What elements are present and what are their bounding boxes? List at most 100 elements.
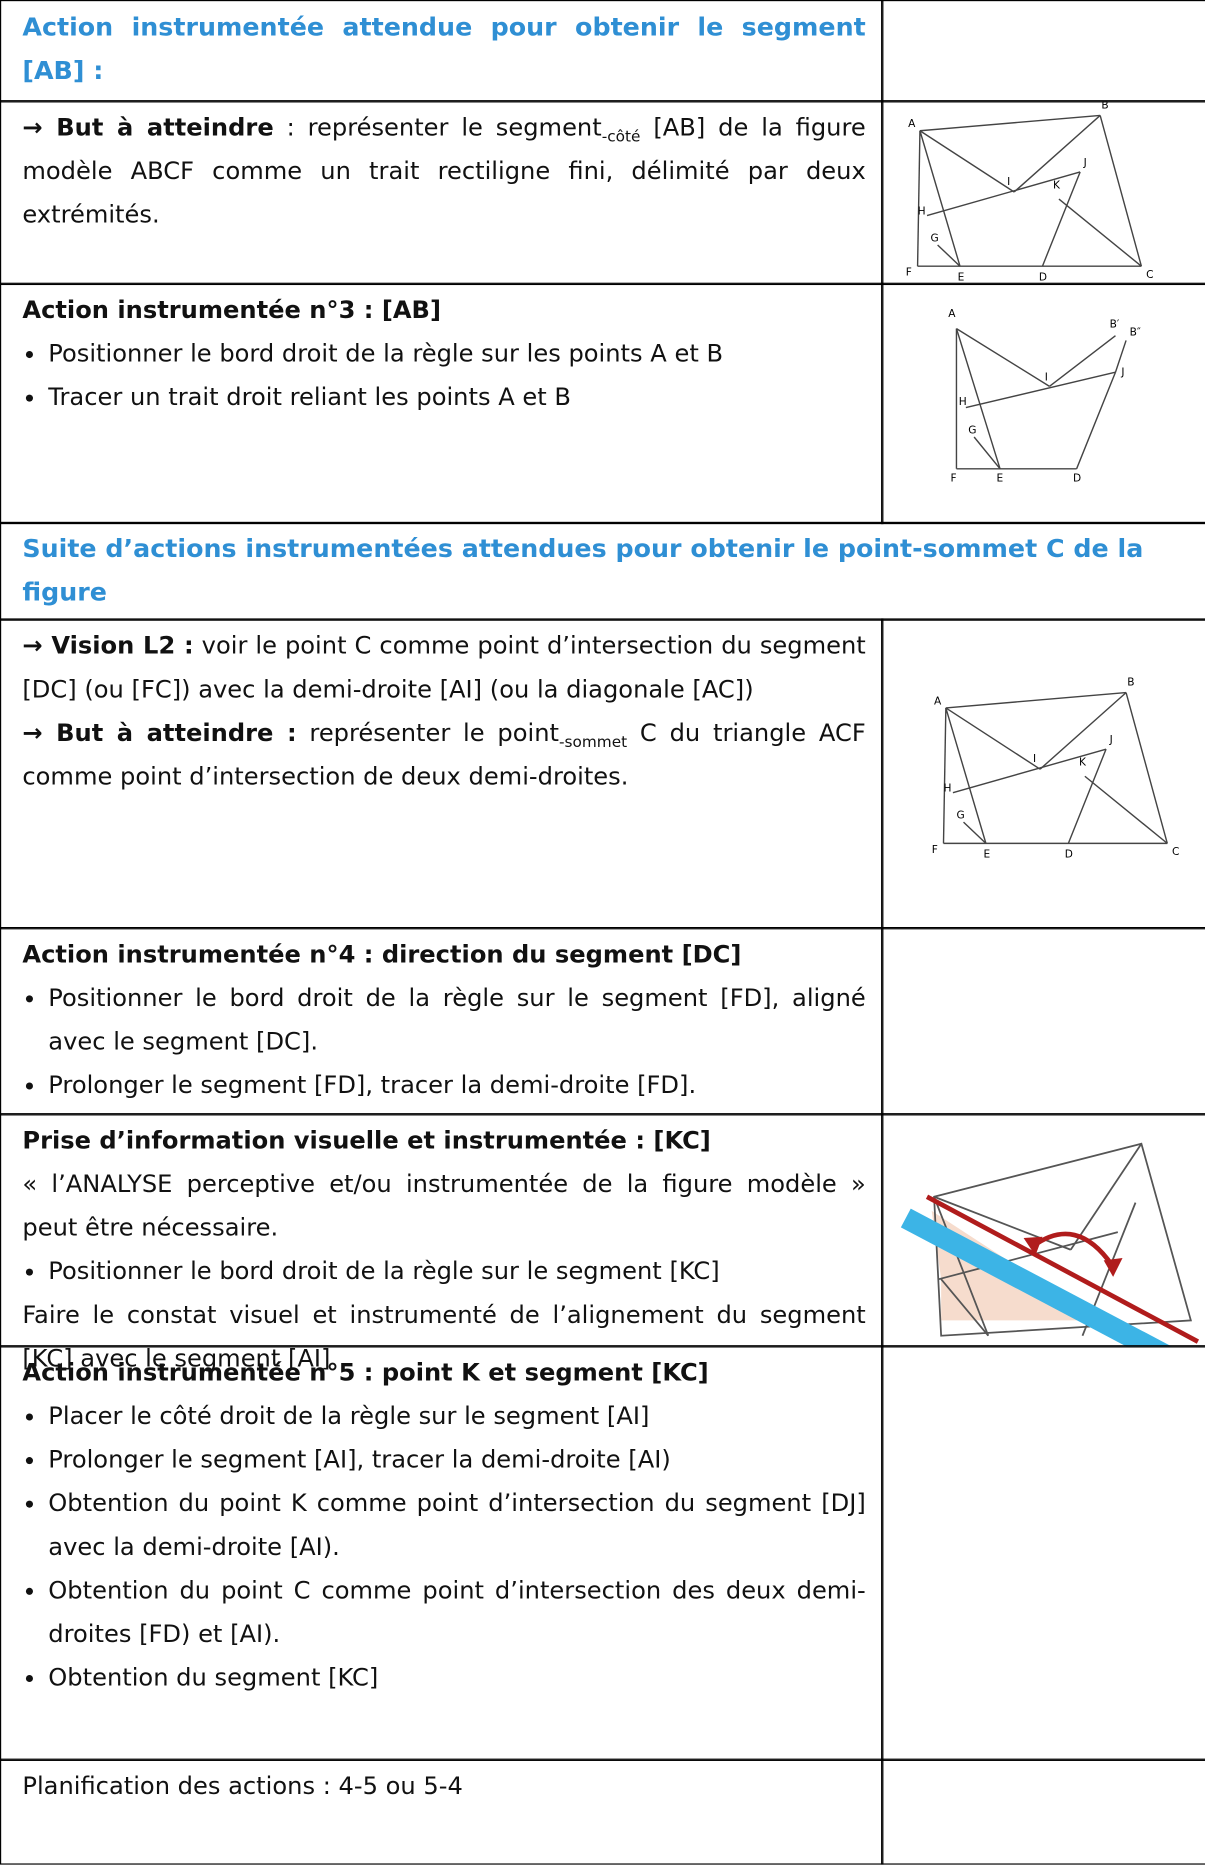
point-label: H	[943, 783, 951, 795]
cell-title: Action instrumentée n°5 : point K et seg…	[22, 1358, 709, 1387]
figure-line	[926, 171, 1081, 217]
figure-line	[963, 821, 987, 844]
figure-line	[1114, 340, 1127, 373]
point-label: J	[1120, 367, 1124, 379]
list-item: Obtention du point K comme point d’inter…	[48, 1482, 865, 1569]
list-item: Tracer un trait droit reliant les points…	[48, 376, 865, 420]
list-item: Placer le côté droit de la règle sur le …	[48, 1395, 865, 1439]
text: « l’ANALYSE perceptive et/ou instrumenté…	[22, 1169, 866, 1242]
point-label: F	[906, 267, 912, 279]
figure: A B I J H K G F E D C	[932, 677, 1180, 861]
section-heading: Suite d’actions instrumentées attendues …	[0, 521, 1205, 621]
point-label: G	[931, 232, 939, 244]
section-heading: Action instrumentée attendue pour obteni…	[0, 0, 884, 103]
arrow	[1031, 1231, 1114, 1267]
figure-line	[1058, 198, 1142, 267]
cell-title: Prise d’information visuelle et instrume…	[22, 1126, 711, 1155]
point-label: B	[1127, 677, 1134, 689]
list: Positionner le bord droit de la règle su…	[22, 976, 865, 1107]
figure-line	[973, 436, 1001, 470]
list: Positionner le bord droit de la règle su…	[22, 1250, 865, 1294]
cell: Action instrumentée n°5 : point K et seg…	[0, 1345, 884, 1761]
figure-line	[945, 691, 1127, 709]
figure-line	[919, 114, 1101, 132]
point-label: J	[1109, 734, 1113, 746]
figure-cell: A B I J H K G F E D C	[881, 100, 1205, 286]
figure-line	[1075, 371, 1117, 470]
point-label: D	[1039, 271, 1047, 283]
text: Planification des actions : 4-5 ou 5-4	[22, 1771, 463, 1800]
point-label: A	[908, 118, 916, 130]
point-label: K	[1053, 179, 1061, 191]
figure-line	[1013, 114, 1101, 193]
point-label: E	[997, 473, 1004, 485]
cell: Prise d’information visuelle et instrume…	[0, 1113, 884, 1372]
point-label: F	[951, 473, 957, 485]
arrow-head	[1023, 1236, 1043, 1256]
cell: → But à atteindre : représenter le segme…	[0, 100, 884, 286]
edge-highlight	[925, 1194, 1200, 1344]
figure-line	[956, 328, 1050, 387]
figure-line	[945, 707, 1041, 770]
figure-cell	[881, 1113, 1205, 1348]
list-item: Positionner le bord droit de la règle su…	[48, 1250, 865, 1294]
cell-title: Action instrumentée n°4 : direction du s…	[22, 939, 742, 969]
figure-line	[1125, 692, 1168, 844]
point-label: G	[968, 424, 976, 436]
cell: Action instrumentée n°4 : direction du s…	[0, 927, 884, 1116]
figure-line	[919, 130, 1015, 193]
point-label: J	[1083, 157, 1087, 169]
figure-line	[1039, 692, 1127, 770]
label: → But à atteindre	[22, 113, 274, 142]
label: → But à atteindre :	[22, 718, 297, 747]
subscript: -côté	[601, 128, 641, 147]
text: : représenter le segment	[286, 113, 602, 142]
text: [AB] de la figure modèle ABCF comme un t…	[22, 113, 866, 229]
point-label: H	[918, 205, 926, 217]
figure-line	[1041, 171, 1081, 267]
figure-line	[916, 130, 921, 267]
point-label: I	[1007, 176, 1010, 188]
subscript: -sommet	[558, 733, 628, 752]
point-label: I	[1033, 753, 1036, 765]
cell: Planification des actions : 4-5 ou 5-4	[0, 1758, 884, 1865]
cell-title: Action instrumentée n°3 : [AB]	[22, 295, 442, 324]
figure	[900, 1142, 1200, 1347]
point-label: E	[958, 271, 965, 283]
list-item: Positionner le bord droit de la règle su…	[48, 332, 865, 376]
list-item: Obtention du segment [KC]	[48, 1656, 865, 1700]
figure-line	[1084, 775, 1168, 844]
figure-cell: A B I J H K G F E D C	[881, 618, 1205, 930]
cell	[881, 0, 1205, 103]
point-label: K	[1079, 757, 1087, 769]
list-item: Positionner le bord droit de la règle su…	[48, 976, 865, 1063]
point-label: E	[984, 849, 991, 861]
cell	[881, 1345, 1205, 1761]
list-item: Prolonger le segment [AI], tracer la dem…	[48, 1438, 865, 1482]
point-label: D	[1065, 849, 1073, 861]
cell: Action instrumentée n°3 : [AB] Positionne…	[0, 282, 884, 525]
figure-line	[919, 130, 961, 267]
point-label: A	[934, 695, 942, 707]
list-item: Obtention du point C comme point d’inter…	[48, 1569, 865, 1656]
text: Faire le constat visuel et instrumenté d…	[22, 1300, 866, 1373]
figure-line	[942, 707, 947, 844]
point-label: H	[959, 396, 967, 408]
label: → Vision L2 :	[22, 631, 194, 660]
point-label: C	[1146, 269, 1153, 281]
figure-cell: A B′ B″ I J H G F E D	[881, 282, 1205, 525]
arrow-head	[1103, 1257, 1123, 1277]
list: Positionner le bord droit de la règle su…	[22, 332, 865, 419]
figure-line	[965, 371, 1116, 409]
figure-line	[955, 328, 1001, 470]
heading-text: Action instrumentée attendue pour obteni…	[22, 12, 866, 86]
figure-line	[1049, 335, 1116, 387]
cell: → Vision L2 : voir le point C comme poin…	[0, 618, 884, 930]
point-label: D	[1073, 473, 1081, 485]
list: Placer le côté droit de la règle sur le …	[22, 1395, 865, 1700]
figure-line	[937, 244, 961, 267]
point-label: G	[956, 810, 964, 822]
text: C du triangle ACF comme point d’intersec…	[22, 718, 866, 791]
